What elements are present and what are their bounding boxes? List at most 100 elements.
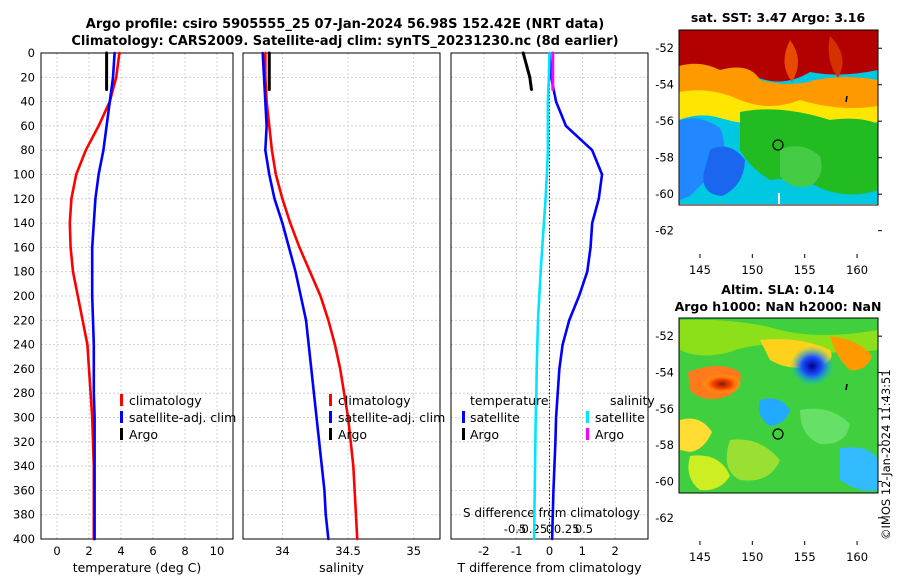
y-tick-label: 140 [13, 216, 35, 230]
argo-location-marker-sla [772, 428, 784, 440]
legend-swatch [329, 411, 332, 423]
map-y-tick-label: -56 [655, 402, 674, 416]
map-y-tick-label: -58 [655, 151, 674, 165]
argo-location-marker [772, 139, 784, 151]
legend-title-salinity: salinity [610, 393, 655, 408]
y-tick-label: 120 [13, 192, 35, 206]
y-tick-label: 180 [13, 265, 35, 279]
top-axis-label: S difference from climatology [463, 506, 640, 520]
y-tick-label: 400 [13, 532, 35, 546]
figure-title-line1: Argo profile: csiro 5905555_25 07-Jan-20… [86, 17, 604, 32]
top-tick-label: 0 [546, 522, 553, 536]
legend-swatch [586, 428, 589, 440]
top-tick-label: 0.5 [575, 522, 593, 536]
legend-swatch [120, 411, 123, 423]
x-axis-label: salinity [319, 560, 364, 575]
x-tick-label: 35 [406, 544, 421, 558]
x-tick-label: -2 [478, 544, 489, 558]
legend-label: Argo [595, 427, 624, 442]
x-tick-label: 34.5 [335, 544, 361, 558]
map-y-tick-label: -52 [655, 329, 674, 343]
map-y-tick-label: -62 [655, 224, 674, 238]
x-tick-label: 34 [275, 544, 290, 558]
map-x-tick-label: 160 [846, 263, 868, 277]
y-tick-label: 0 [28, 46, 35, 60]
y-tick-label: 160 [13, 240, 35, 254]
legend-title-temperature: temperature [470, 393, 549, 408]
y-tick-label: 220 [13, 313, 35, 327]
sst-map-title: sat. SST: 3.47 Argo: 3.16 [691, 10, 866, 25]
y-tick-label: 280 [13, 386, 35, 400]
y-tick-label: 340 [13, 459, 35, 473]
map-x-tick-label: 145 [689, 263, 711, 277]
legend-label: Argo [470, 427, 499, 442]
series-line-climatology [264, 51, 359, 541]
legend-swatch [120, 394, 123, 406]
legend-swatch [329, 394, 332, 406]
y-tick-label: 380 [13, 508, 35, 522]
x-tick-label: 1 [579, 544, 586, 558]
y-tick-label: 360 [13, 483, 35, 497]
legend-swatch [329, 428, 332, 440]
map-y-tick-label: -56 [655, 114, 674, 128]
x-tick-label: 8 [181, 544, 188, 558]
y-tick-label: 100 [13, 168, 35, 182]
legend-label: satellite-adj. clim [129, 410, 236, 425]
x-tick-label: 2 [612, 544, 619, 558]
legend-swatch [586, 411, 589, 423]
sla-map-title-line2: Argo h1000: NaN h2000: NaN [675, 299, 882, 314]
legend-label: Argo [338, 427, 367, 442]
map-x-tick-label: 155 [794, 550, 816, 564]
x-tick-label: 4 [117, 544, 124, 558]
map-y-tick-label: -60 [655, 187, 674, 201]
legend-label: climatology [338, 393, 411, 408]
map-y-tick-label: -54 [655, 365, 674, 379]
x-axis-label: T difference from climatology [456, 560, 642, 575]
y-tick-label: 40 [20, 95, 35, 109]
map-x-tick-label: 145 [689, 550, 711, 564]
x-axis-label: temperature (deg C) [73, 560, 202, 575]
y-tick-label: 200 [13, 289, 35, 303]
top-tick-label: -0.25 [517, 522, 547, 536]
y-tick-label: 320 [13, 435, 35, 449]
salinity-profile-panel: 34 34.5 35 salinity climatology satellite-adj… [242, 51, 445, 575]
y-tick-label: 240 [13, 338, 35, 352]
y-tick-label: 60 [20, 119, 35, 133]
map-x-tick-label: 150 [741, 550, 763, 564]
series-line-salinity-satellite [532, 51, 551, 541]
legend-swatch [120, 428, 123, 440]
imos-watermark: ©IMOS 12-Jan-2024 11:43:51 [879, 369, 893, 540]
map-x-tick-label: 160 [846, 550, 868, 564]
legend-label: satellite [595, 410, 645, 425]
map-x-tick-label: 155 [794, 263, 816, 277]
legend-swatch [462, 411, 465, 423]
legend-label: satellite-adj. clim [338, 410, 445, 425]
map-y-tick-label: -60 [655, 474, 674, 488]
x-tick-label: 0 [53, 544, 60, 558]
sst-map-panel: sat. SST: 3.47 Argo: 3.16 145 150 155 160 -5… [655, 10, 882, 277]
series-line-satellite-adj-clim [261, 51, 330, 541]
argo-track-mark [845, 95, 848, 103]
map-y-tick-label: -62 [655, 511, 674, 525]
top-tick-label: 0.25 [554, 522, 580, 536]
series-line-temperature-argo [521, 51, 533, 91]
legend-label: Argo [129, 427, 158, 442]
difference-profile-panel: -2 -1 0 1 2-0.5-0.250 0.250.5S difference fro… [450, 51, 655, 575]
legend-swatch [462, 428, 465, 440]
sla-map-title-line1: Altim. SLA: 0.14 [721, 282, 835, 297]
sst-heatmap-image [679, 30, 878, 205]
legend-label: climatology [129, 393, 202, 408]
x-tick-label: 10 [210, 544, 225, 558]
x-tick-label: 2 [85, 544, 92, 558]
sla-map-panel: Altim. SLA: 0.14 Argo h1000: NaN h2000: … [655, 282, 882, 564]
y-tick-label: 20 [20, 70, 35, 84]
x-tick-label: 0 [546, 544, 553, 558]
series-line-satellite-adj-clim [90, 51, 116, 541]
map-y-tick-label: -54 [655, 78, 674, 92]
map-x-tick-label: 150 [741, 263, 763, 277]
map-y-tick-label: -52 [655, 41, 674, 55]
axes-frame [40, 52, 234, 540]
series-line-temperature-satellite [548, 51, 604, 541]
legend-label: satellite [470, 410, 520, 425]
